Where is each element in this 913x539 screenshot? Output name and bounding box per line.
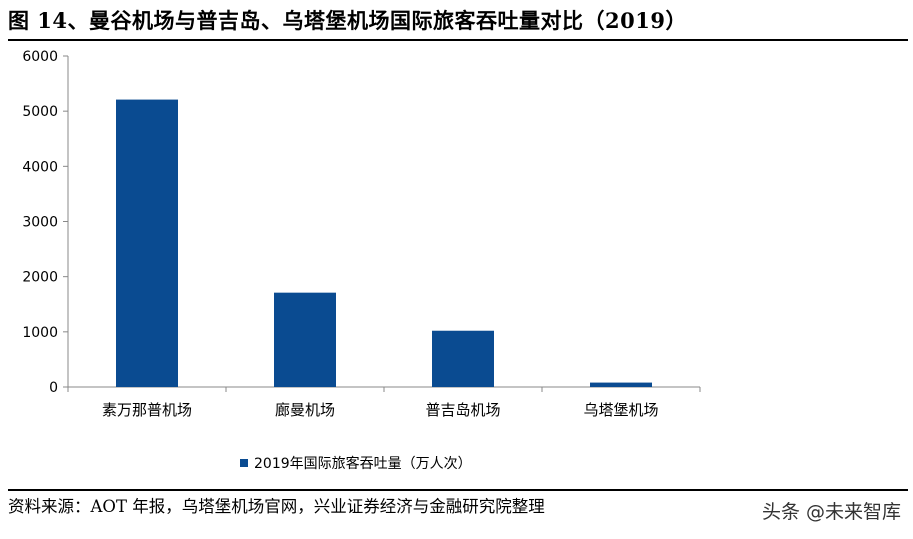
title-divider [8, 39, 908, 41]
y-tick-label: 1000 [22, 325, 58, 341]
source-note: 资料来源：AOT 年报，乌塔堡机场官网，兴业证券经济与金融研究院整理 [8, 497, 545, 516]
x-tick-label: 素万那普机场 [102, 401, 192, 419]
x-tick-label: 普吉岛机场 [425, 401, 500, 419]
legend: 2019年国际旅客吞吐量（万人次） [240, 454, 472, 474]
y-tick-label: 3000 [22, 215, 58, 231]
bar [116, 99, 178, 387]
y-tick-label: 0 [49, 380, 58, 396]
bar-chart: 0 1000 2000 3000 4000 5000 6000 素万那普机场 廊曼机场 普吉岛机场… [22, 49, 701, 419]
bar [590, 382, 652, 387]
x-tick-label: 乌塔堡机场 [583, 401, 658, 419]
bar [432, 330, 494, 387]
y-tick-label: 5000 [22, 104, 58, 120]
bar [274, 292, 336, 387]
x-tick-label: 廊曼机场 [275, 401, 335, 419]
watermark: 头条 @未来智库 [761, 501, 901, 523]
y-tick-label: 2000 [22, 270, 58, 286]
legend-label: 2019年国际旅客吞吐量（万人次） [254, 456, 472, 472]
y-tick-label: 6000 [22, 49, 58, 65]
chart-title: 图 14、曼谷机场与普吉岛、乌塔堡机场国际旅客吞吐量对比（2019） [8, 8, 687, 33]
source-divider [8, 489, 908, 491]
y-tick-label: 4000 [22, 159, 58, 175]
legend-swatch [240, 459, 248, 467]
